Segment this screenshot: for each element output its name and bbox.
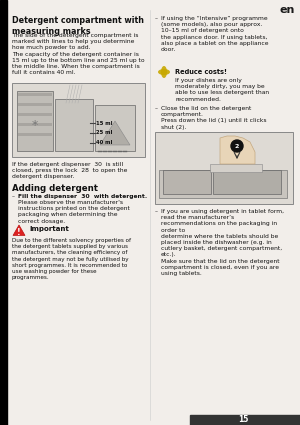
Text: –: – bbox=[12, 194, 15, 199]
Text: 15 ml: 15 ml bbox=[96, 121, 112, 125]
Bar bbox=[210, 164, 262, 172]
Text: Close the lid on the detergent
compartment.
Press down the lid (1) until it clic: Close the lid on the detergent compartme… bbox=[161, 106, 266, 130]
Text: 25 ml: 25 ml bbox=[96, 130, 112, 136]
Bar bbox=[155, 132, 293, 204]
Bar bbox=[213, 170, 281, 194]
Polygon shape bbox=[158, 72, 170, 75]
Text: –: – bbox=[155, 209, 158, 214]
Polygon shape bbox=[220, 136, 255, 164]
Bar bbox=[18, 123, 52, 126]
Bar bbox=[163, 170, 211, 194]
Text: If you are using detergent in tablet form,
read the manufacturer’s
recommendatio: If you are using detergent in tablet for… bbox=[161, 209, 284, 276]
Bar bbox=[12, 83, 145, 157]
Text: 2: 2 bbox=[235, 144, 239, 148]
Text: en: en bbox=[280, 5, 295, 15]
Bar bbox=[190, 415, 300, 425]
Bar bbox=[95, 105, 135, 151]
Text: If your dishes are only
moderately dirty, you may be
able to use less detergent : If your dishes are only moderately dirty… bbox=[175, 78, 269, 102]
Text: –: – bbox=[155, 16, 158, 21]
Text: Please observe the manufacturer's
instructions printed on the detergent
packagin: Please observe the manufacturer's instru… bbox=[18, 200, 130, 224]
Circle shape bbox=[231, 140, 243, 152]
Bar bbox=[18, 113, 52, 116]
Text: Due to the different solvency properties of
the detergent tablets supplied by va: Due to the different solvency properties… bbox=[12, 238, 131, 280]
Polygon shape bbox=[100, 121, 130, 145]
Text: The side of the detergent compartment is
marked with lines to help you determine: The side of the detergent compartment is… bbox=[12, 33, 145, 75]
Text: Adding detergent: Adding detergent bbox=[12, 184, 98, 193]
Text: If using the “Intensive” programme
(some models), also pour approx.
10–15 ml of : If using the “Intensive” programme (some… bbox=[161, 16, 268, 52]
Text: Important: Important bbox=[29, 227, 69, 232]
Bar bbox=[18, 103, 52, 106]
Bar bbox=[159, 170, 287, 198]
Polygon shape bbox=[164, 66, 167, 78]
Polygon shape bbox=[161, 66, 164, 78]
Text: If the detergent dispenser  30  is still
closed, press the lock  28  to open the: If the detergent dispenser 30 is still c… bbox=[12, 162, 128, 179]
Text: Reduce costs!: Reduce costs! bbox=[175, 69, 227, 75]
Text: 15: 15 bbox=[238, 416, 248, 425]
Bar bbox=[55, 99, 93, 151]
Text: Fill the dispenser  30  with detergent.: Fill the dispenser 30 with detergent. bbox=[18, 194, 147, 199]
Text: Detergent compartment with
measuring marks: Detergent compartment with measuring mar… bbox=[12, 16, 144, 36]
Bar bbox=[0, 0, 7, 425]
Polygon shape bbox=[158, 69, 170, 72]
Text: –: – bbox=[155, 106, 158, 111]
Polygon shape bbox=[13, 225, 25, 235]
Bar bbox=[18, 133, 52, 136]
Text: !: ! bbox=[17, 228, 21, 237]
Bar bbox=[17, 91, 53, 151]
Text: *: * bbox=[32, 119, 38, 131]
Text: 40 ml: 40 ml bbox=[96, 141, 112, 145]
Bar bbox=[18, 93, 52, 96]
